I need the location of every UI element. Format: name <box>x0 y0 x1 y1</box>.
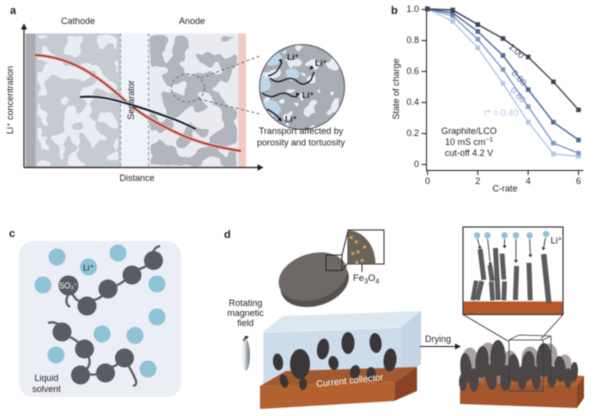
svg-text:4: 4 <box>526 176 531 186</box>
svg-text:solvent: solvent <box>32 384 61 394</box>
svg-text:field: field <box>237 318 254 328</box>
svg-text:2: 2 <box>475 176 480 186</box>
svg-text:0: 0 <box>425 176 430 186</box>
svg-text:0.2: 0.2 <box>406 128 419 138</box>
svg-text:Fe3O4: Fe3O4 <box>353 273 379 286</box>
svg-text:0: 0 <box>414 159 419 169</box>
svg-text:Drying: Drying <box>425 334 451 344</box>
svg-text:Transport affected by: Transport affected by <box>259 126 344 136</box>
svg-text:0.6: 0.6 <box>406 66 419 76</box>
svg-text:1.00: 1.00 <box>507 41 527 60</box>
svg-text:SO₃⁻: SO₃⁻ <box>59 282 78 291</box>
svg-text:d: d <box>224 229 231 241</box>
svg-text:Li⁺: Li⁺ <box>285 114 298 124</box>
svg-text:1.0: 1.0 <box>406 4 419 14</box>
svg-text:Rotating: Rotating <box>229 298 263 308</box>
svg-text:magnetic: magnetic <box>227 308 264 318</box>
svg-text:τ* = 0.40: τ* = 0.40 <box>484 108 519 118</box>
svg-text:Li⁺ concentration: Li⁺ concentration <box>5 66 15 134</box>
svg-text:Separator: Separator <box>126 80 136 120</box>
svg-text:Graphite/LCO: Graphite/LCO <box>441 126 497 136</box>
svg-text:Li⁺: Li⁺ <box>315 58 328 68</box>
svg-text:cut-off 4.2 V: cut-off 4.2 V <box>445 148 493 158</box>
svg-text:Liquid: Liquid <box>34 373 58 383</box>
svg-text:10 mS cm−1: 10 mS cm−1 <box>445 137 493 148</box>
svg-text:0.80: 0.80 <box>509 68 528 88</box>
svg-text:Anode: Anode <box>179 16 205 26</box>
svg-text:Cathode: Cathode <box>61 16 95 26</box>
svg-text:Li+: Li+ <box>551 236 563 247</box>
svg-text:0.4: 0.4 <box>406 97 419 107</box>
svg-text:0.8: 0.8 <box>406 35 419 45</box>
svg-text:C-rate: C-rate <box>492 184 517 194</box>
svg-text:porosity and tortuosity: porosity and tortuosity <box>257 138 346 148</box>
svg-text:Li⁺: Li⁺ <box>83 263 95 273</box>
svg-text:Li⁺: Li⁺ <box>302 90 315 100</box>
svg-text:State of charge: State of charge <box>391 58 401 119</box>
svg-text:Distance: Distance <box>119 173 154 183</box>
svg-text:6: 6 <box>576 176 581 186</box>
svg-text:c: c <box>9 228 15 240</box>
svg-text:a: a <box>10 5 17 17</box>
svg-text:Li⁺: Li⁺ <box>287 52 300 62</box>
svg-text:b: b <box>391 5 398 17</box>
